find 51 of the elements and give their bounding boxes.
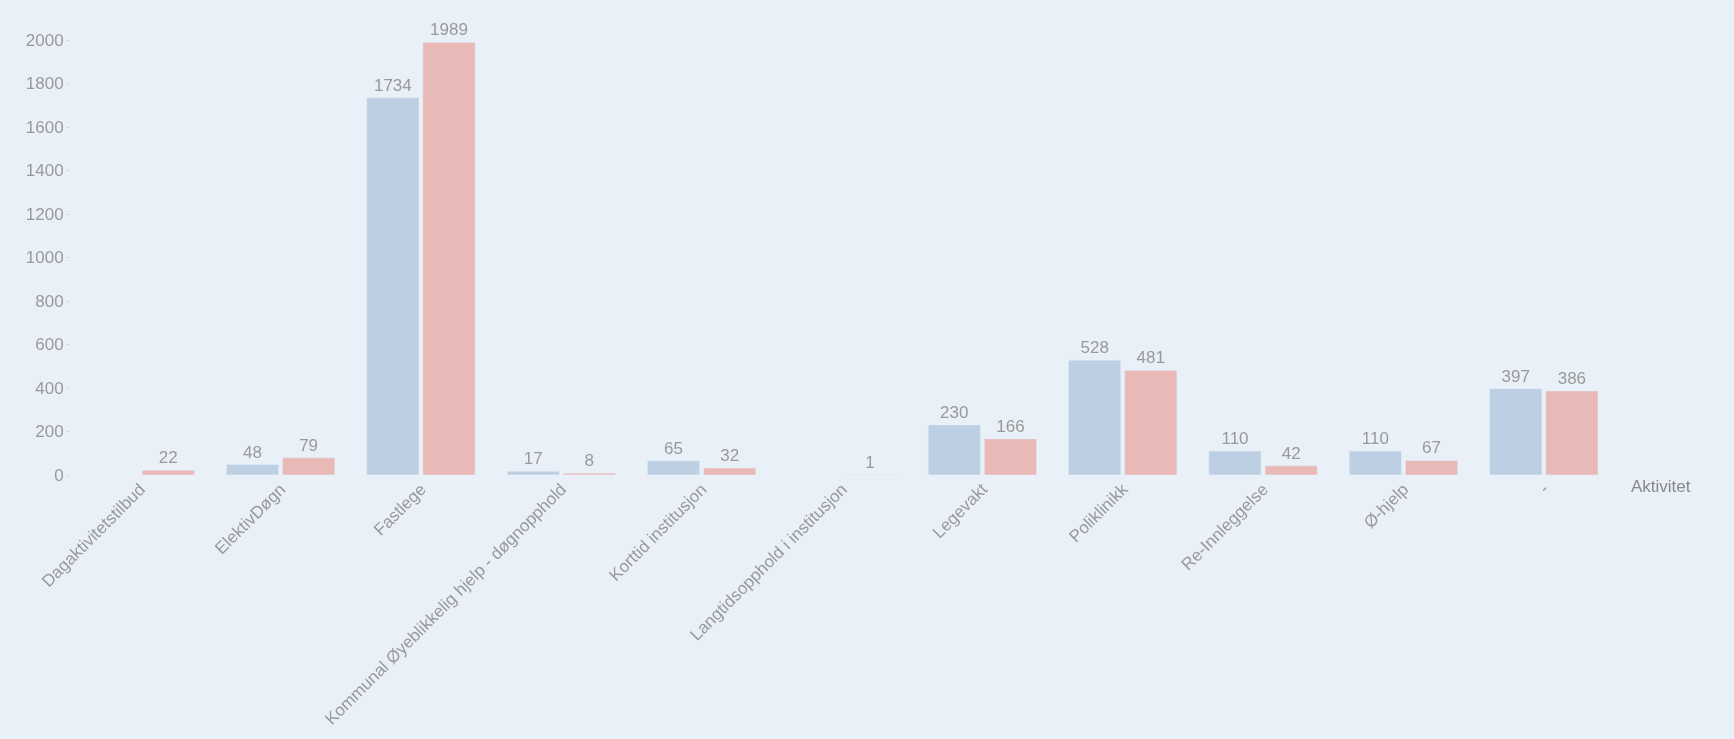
x-tick-label: - bbox=[1535, 479, 1553, 498]
data-label: 42 bbox=[1281, 443, 1301, 463]
bar bbox=[282, 457, 335, 475]
data-label: 67 bbox=[1422, 438, 1441, 458]
data-label: 65 bbox=[664, 438, 684, 458]
y-tick-label: 1800 bbox=[25, 74, 64, 94]
bar bbox=[1489, 388, 1543, 475]
y-tick-label: 200 bbox=[35, 422, 64, 442]
bar bbox=[1068, 359, 1122, 475]
data-label: 397 bbox=[1501, 366, 1530, 386]
data-label: 17 bbox=[523, 449, 543, 469]
bar bbox=[226, 464, 279, 475]
bar bbox=[703, 467, 757, 475]
data-label: 48 bbox=[243, 442, 262, 462]
bar bbox=[366, 97, 420, 475]
data-label: 1734 bbox=[373, 75, 412, 95]
bar bbox=[1208, 450, 1262, 475]
bar bbox=[1349, 450, 1402, 475]
data-label: 8 bbox=[584, 451, 595, 471]
bar bbox=[1545, 390, 1599, 475]
data-label: 166 bbox=[996, 416, 1025, 436]
data-label: 110 bbox=[1221, 429, 1249, 449]
y-tick-label: 400 bbox=[35, 378, 64, 398]
y-tick-label: 800 bbox=[35, 291, 64, 311]
data-label: 386 bbox=[1557, 369, 1587, 389]
data-label: 32 bbox=[720, 446, 740, 466]
y-tick-label: 2000 bbox=[25, 30, 64, 50]
bar bbox=[927, 424, 981, 475]
data-label: 528 bbox=[1080, 338, 1109, 358]
bar bbox=[1264, 465, 1318, 475]
bar bbox=[506, 471, 560, 475]
y-tick-label: 1000 bbox=[25, 248, 64, 268]
data-label: 481 bbox=[1136, 348, 1165, 368]
x-axis-title: Aktivitet bbox=[1631, 477, 1691, 496]
bar bbox=[422, 42, 476, 475]
y-tick-label: 0 bbox=[54, 465, 64, 485]
bar bbox=[984, 438, 1037, 475]
y-tick-label: 600 bbox=[35, 335, 64, 355]
data-label: 1989 bbox=[430, 20, 468, 40]
y-tick-label: 1400 bbox=[25, 161, 64, 181]
bar bbox=[141, 469, 195, 475]
data-label: 110 bbox=[1361, 429, 1389, 449]
data-label: 1 bbox=[865, 452, 875, 472]
bar bbox=[1124, 370, 1178, 475]
bar bbox=[647, 460, 700, 475]
y-tick-label: 1600 bbox=[25, 117, 64, 137]
y-tick-label: 1200 bbox=[25, 204, 64, 224]
data-label: 230 bbox=[940, 402, 969, 422]
data-label: 22 bbox=[158, 448, 178, 468]
bar bbox=[1405, 460, 1458, 475]
data-label: 79 bbox=[299, 435, 319, 455]
